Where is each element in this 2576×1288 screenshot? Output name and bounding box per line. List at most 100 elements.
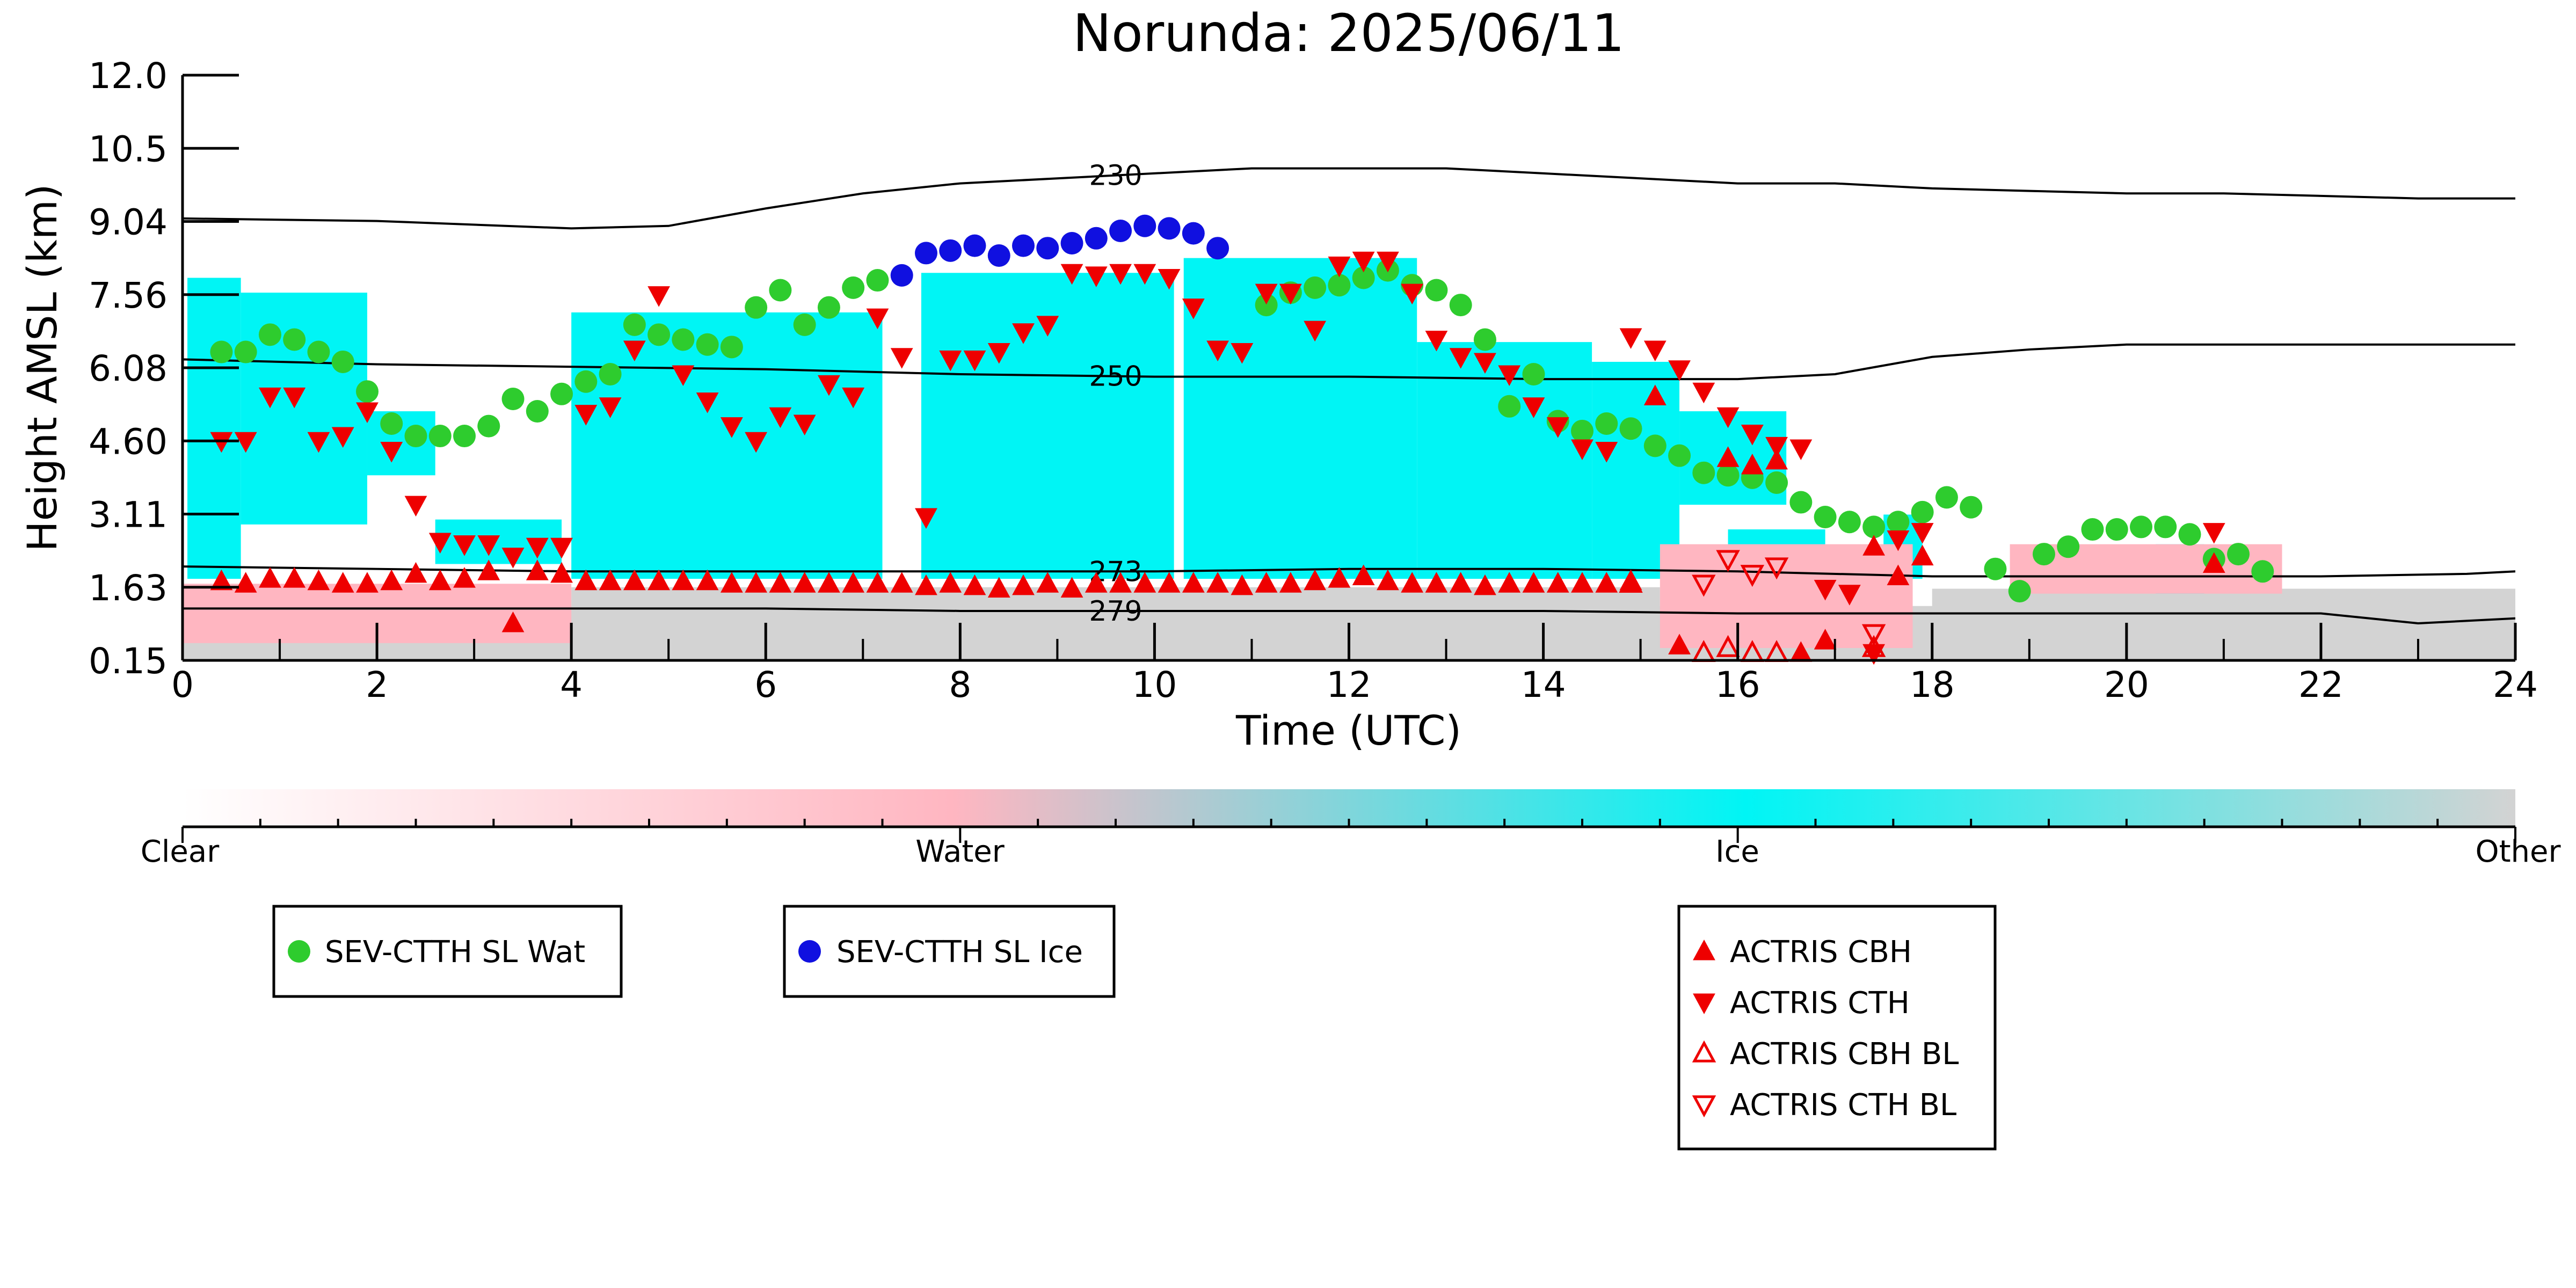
data-point-actris-cth <box>1716 407 1740 428</box>
data-point-actris-cth <box>210 432 233 453</box>
data-point-sev-ctth-sl-wat <box>1838 511 1861 534</box>
data-point-sev-ctth-sl-wat <box>2178 523 2201 546</box>
data-point-actris-cbh <box>866 572 889 593</box>
data-point-actris-cth <box>720 417 743 438</box>
data-point-actris-cth <box>1522 397 1545 418</box>
data-point-sev-ctth-sl-wat <box>258 323 281 346</box>
data-point-actris-cbh <box>234 572 257 593</box>
x-tick-label: 22 <box>2298 664 2344 705</box>
data-point-sev-ctth-sl-wat <box>404 425 427 448</box>
data-point-sev-ctth-sl-ice <box>1206 237 1229 260</box>
data-point-sev-ctth-sl-wat <box>1304 276 1327 299</box>
data-point-actris-cth <box>769 407 792 428</box>
legend-label: ACTRIS CBH BL <box>1730 1037 1959 1072</box>
data-point-sev-ctth-sl-wat <box>453 425 476 448</box>
data-point-actris-cth <box>1279 283 1302 305</box>
legend-label: ACTRIS CTH BL <box>1730 1088 1956 1123</box>
data-point-sev-ctth-sl-wat <box>623 313 646 336</box>
data-point-actris-cbh <box>1231 574 1254 595</box>
data-point-sev-ctth-sl-wat <box>1328 274 1351 297</box>
data-point-sev-ctth-sl-wat <box>1425 279 1448 302</box>
data-point-actris-cbh <box>1133 572 1156 593</box>
contour-label-250: 250 <box>1089 361 1142 393</box>
data-point-sev-ctth-sl-wat <box>2154 515 2177 539</box>
x-tick-label: 8 <box>949 664 971 705</box>
data-point-sev-ctth-sl-wat <box>1887 511 1910 534</box>
data-point-sev-ctth-sl-wat <box>1619 417 1642 440</box>
data-point-actris-cth <box>1085 266 1108 287</box>
x-tick-label: 18 <box>1910 664 1955 705</box>
contour-line-230 <box>183 167 2515 230</box>
data-point-actris-cth <box>259 387 281 409</box>
data-point-actris-cth <box>1741 424 1764 446</box>
data-point-sev-ctth-sl-wat <box>769 279 792 302</box>
data-point-actris-cbh <box>1765 448 1788 470</box>
data-point-actris-cth-bl <box>1692 574 1716 597</box>
data-point-actris-cbh <box>356 572 379 593</box>
data-point-sev-ctth-sl-wat <box>1522 362 1545 385</box>
data-point-actris-cbh <box>1643 384 1667 405</box>
data-point-sev-ctth-sl-wat <box>380 412 403 435</box>
data-point-actris-cbh <box>1741 453 1764 475</box>
x-tick-label: 0 <box>171 664 194 705</box>
legend-marker-open-down-triangle <box>1692 1095 1716 1118</box>
data-point-actris-cbh <box>331 572 354 593</box>
data-point-actris-cbh <box>1668 634 1691 654</box>
data-point-sev-ctth-sl-wat <box>1498 395 1521 418</box>
ice-class-region <box>1183 258 1417 579</box>
data-point-actris-cth <box>987 343 1010 364</box>
legend-label: SEV-CTTH SL Wat <box>325 935 585 970</box>
data-point-actris-cbh <box>526 559 549 580</box>
data-point-actris-cbh <box>1716 446 1740 467</box>
data-point-sev-ctth-sl-wat <box>526 400 549 423</box>
data-point-actris-cth <box>428 533 452 554</box>
data-point-actris-cbh <box>501 611 525 632</box>
legend-label: ACTRIS CBH <box>1730 935 1912 970</box>
contour-label-279: 279 <box>1089 595 1142 628</box>
data-point-actris-cth <box>574 405 598 426</box>
legend-marker-filled-down-triangle <box>1693 993 1715 1014</box>
data-point-actris-cbh <box>939 572 962 593</box>
data-point-actris-cbh <box>1255 572 1278 593</box>
data-point-sev-ctth-sl-wat <box>2008 580 2031 603</box>
data-point-actris-cbh <box>574 569 598 591</box>
x-tick-label: 12 <box>1327 664 1372 705</box>
x-tick-label: 2 <box>366 664 388 705</box>
data-point-actris-cth <box>866 308 889 330</box>
y-axis-label: Height AMSL (km) <box>18 184 66 551</box>
data-point-actris-cbh <box>1085 572 1108 593</box>
data-point-actris-cbh <box>1304 569 1327 591</box>
contour-line-279 <box>183 607 2515 624</box>
colorbar-label-water: Water <box>915 834 1005 869</box>
data-point-sev-ctth-sl-wat <box>501 387 525 410</box>
data-point-sev-ctth-sl-wat <box>1352 266 1375 289</box>
data-point-sev-ctth-sl-wat <box>793 313 816 336</box>
data-point-actris-cth <box>1182 299 1205 319</box>
data-point-actris-cbh <box>1012 574 1035 595</box>
legend-sev-ctth-wat: SEV-CTTH SL Wat <box>272 905 623 998</box>
data-point-actris-cth-bl <box>1764 557 1789 580</box>
data-point-sev-ctth-sl-wat <box>1789 491 1813 514</box>
data-point-actris-cth <box>1498 365 1521 386</box>
data-point-actris-cbh <box>623 569 646 591</box>
data-point-actris-cbh <box>745 572 768 593</box>
y-tick-label: 10.5 <box>89 128 168 170</box>
y-tick-label: 12.0 <box>89 55 168 97</box>
data-point-sev-ctth-sl-wat <box>1571 419 1593 442</box>
data-point-actris-cbh <box>210 569 233 591</box>
data-point-sev-ctth-sl-ice <box>963 234 986 257</box>
data-point-actris-cth <box>1377 251 1399 273</box>
data-point-actris-cbh <box>1474 574 1496 595</box>
data-point-sev-ctth-sl-wat <box>331 350 354 373</box>
data-point-sev-ctth-sl-wat <box>1449 294 1472 317</box>
data-point-actris-cth <box>1109 264 1132 285</box>
data-point-actris-cbh <box>259 567 281 588</box>
data-point-sev-ctth-sl-wat <box>2129 515 2152 539</box>
data-point-actris-cbh <box>1352 564 1375 585</box>
legend-marker-filled-up-triangle <box>1693 940 1715 960</box>
data-point-sev-ctth-sl-wat <box>1960 496 1983 519</box>
data-point-sev-ctth-sl-wat <box>1692 461 1715 484</box>
data-point-actris-cbh <box>404 562 427 583</box>
